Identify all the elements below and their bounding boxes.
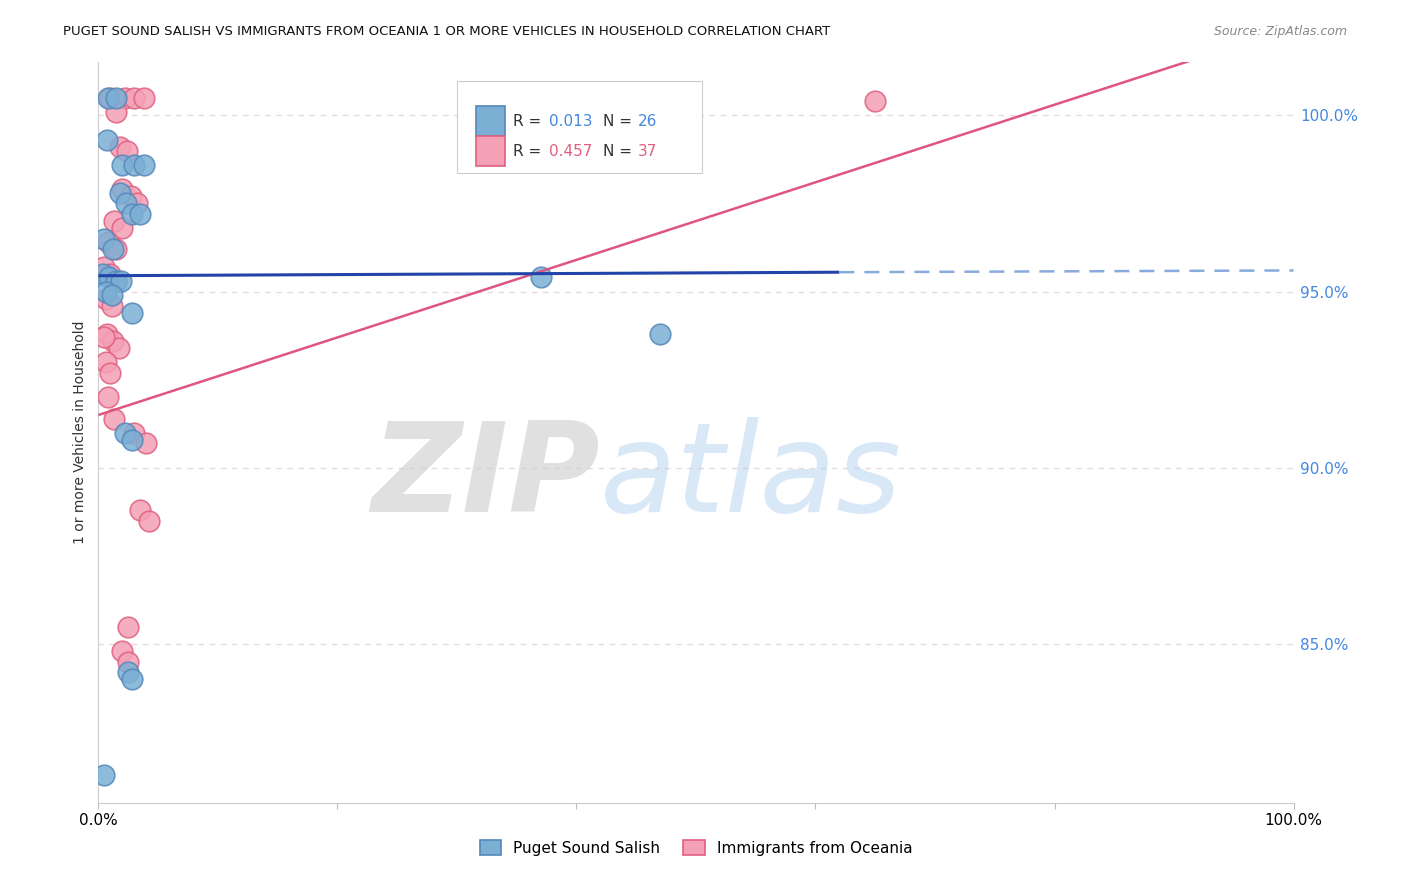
FancyBboxPatch shape — [477, 106, 505, 136]
Point — [96, 326, 118, 341]
Point — [94, 285, 117, 299]
Point — [97, 390, 120, 404]
Point — [105, 274, 128, 288]
Point — [124, 91, 146, 105]
Point — [96, 133, 118, 147]
Point — [120, 189, 142, 203]
Text: 0.013: 0.013 — [548, 114, 592, 128]
Text: atlas: atlas — [600, 417, 903, 538]
Point — [101, 334, 124, 348]
Point — [114, 425, 136, 440]
Legend: Puget Sound Salish, Immigrants from Oceania: Puget Sound Salish, Immigrants from Ocea… — [474, 834, 918, 862]
Point — [93, 767, 115, 781]
Text: Source: ZipAtlas.com: Source: ZipAtlas.com — [1213, 25, 1347, 38]
Point — [108, 186, 131, 200]
Point — [111, 221, 134, 235]
Point — [103, 214, 125, 228]
Text: N =: N = — [603, 114, 637, 128]
Point — [105, 274, 128, 288]
Point — [129, 207, 152, 221]
Point — [135, 436, 157, 450]
Point — [94, 292, 117, 306]
FancyBboxPatch shape — [477, 136, 505, 166]
Point — [117, 619, 139, 633]
Point — [97, 91, 120, 105]
Point — [105, 104, 128, 119]
Point — [865, 94, 887, 108]
Point — [93, 330, 115, 344]
Point — [98, 267, 122, 281]
Point — [98, 91, 122, 105]
Point — [132, 158, 155, 172]
Point — [132, 91, 155, 105]
Point — [98, 366, 122, 380]
Point — [93, 232, 115, 246]
Y-axis label: 1 or more Vehicles in Household: 1 or more Vehicles in Household — [73, 321, 87, 544]
Point — [111, 182, 134, 196]
Point — [101, 242, 124, 256]
Point — [117, 655, 139, 669]
Text: R =: R = — [513, 114, 547, 128]
Point — [650, 326, 672, 341]
Point — [111, 158, 134, 172]
Text: PUGET SOUND SALISH VS IMMIGRANTS FROM OCEANIA 1 OR MORE VEHICLES IN HOUSEHOLD CO: PUGET SOUND SALISH VS IMMIGRANTS FROM OC… — [63, 25, 831, 38]
Point — [124, 158, 146, 172]
Point — [105, 91, 128, 105]
Point — [110, 274, 132, 288]
Text: ZIP: ZIP — [371, 417, 600, 538]
Point — [105, 242, 128, 256]
Point — [103, 411, 125, 425]
Point — [121, 306, 143, 320]
Text: 0.457: 0.457 — [548, 144, 592, 159]
Point — [111, 644, 134, 658]
Point — [107, 341, 129, 355]
Text: 37: 37 — [637, 144, 657, 159]
Point — [100, 288, 122, 302]
Point — [100, 299, 122, 313]
Point — [124, 425, 146, 440]
FancyBboxPatch shape — [457, 81, 702, 173]
Point — [138, 514, 160, 528]
Text: 26: 26 — [637, 114, 657, 128]
Text: R =: R = — [513, 144, 547, 159]
Point — [93, 260, 115, 274]
Point — [121, 673, 143, 687]
Point — [530, 270, 553, 285]
Point — [121, 207, 143, 221]
Point — [115, 196, 138, 211]
Text: N =: N = — [603, 144, 637, 159]
Point — [114, 91, 136, 105]
Point — [117, 665, 139, 680]
Point — [125, 196, 148, 211]
Point — [98, 270, 121, 285]
Point — [91, 267, 114, 281]
Point — [108, 140, 131, 154]
Point — [129, 503, 152, 517]
Point — [121, 433, 143, 447]
Point — [94, 355, 117, 369]
Point — [115, 144, 138, 158]
Point — [97, 235, 120, 250]
